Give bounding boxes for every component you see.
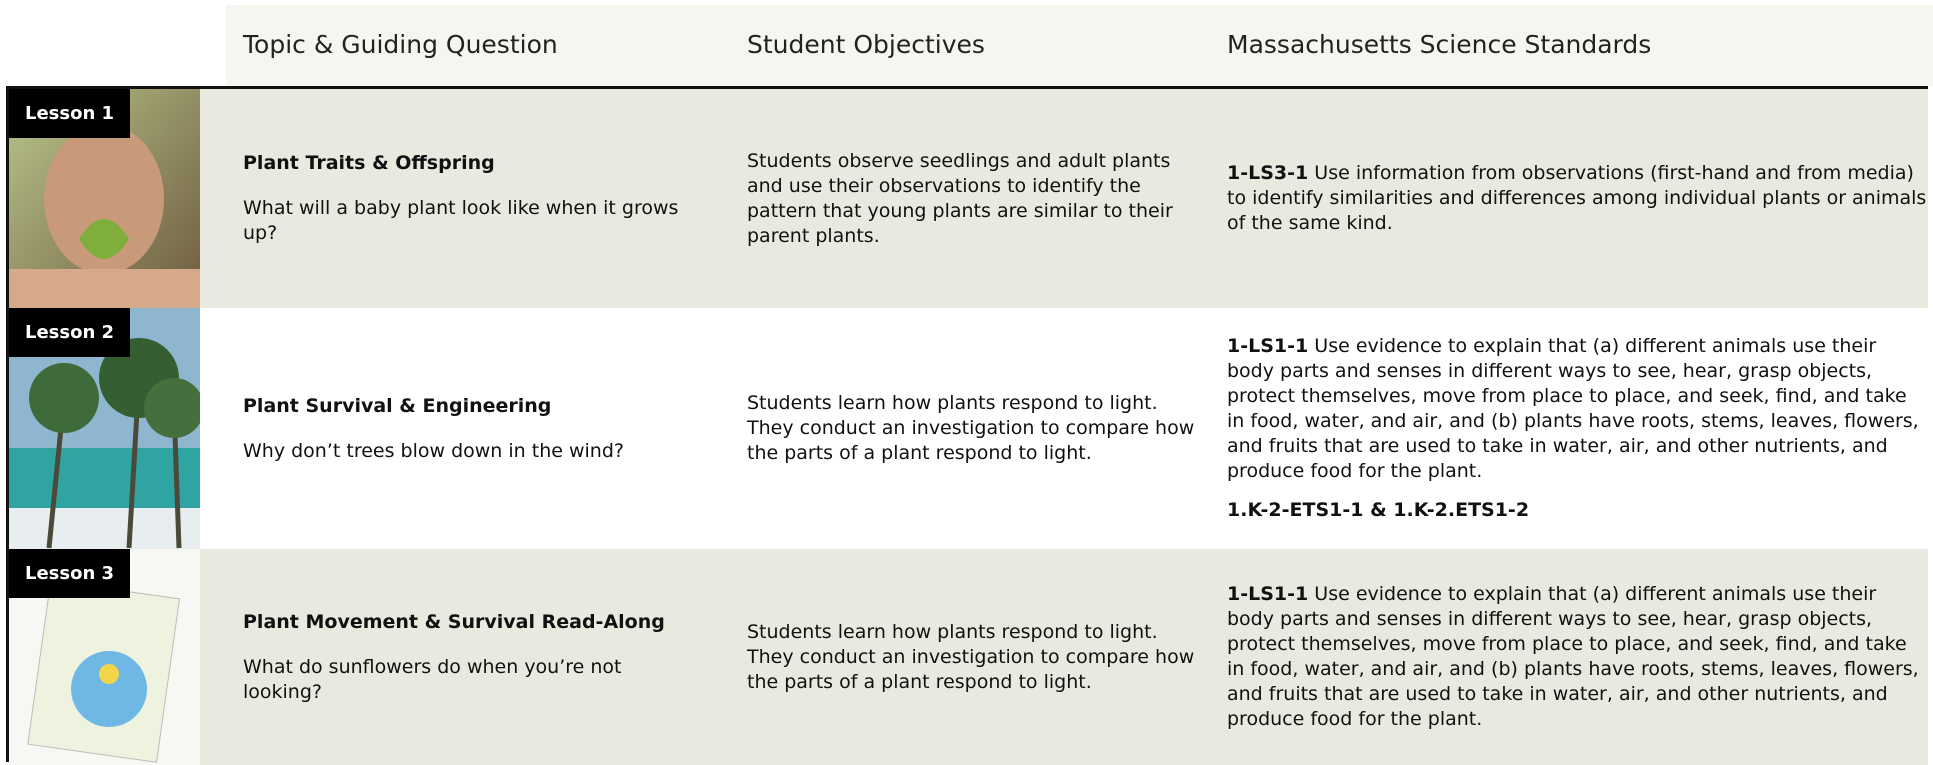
standard-code: 1-LS1-1: [1227, 583, 1309, 605]
topic: Plant Survival & Engineering: [243, 394, 552, 417]
objectives: Students learn how plants respond to lig…: [747, 392, 1195, 464]
column-header: Student Objectives: [747, 30, 985, 59]
lesson-label: Lesson 2: [9, 308, 131, 357]
objectives: Students learn how plants respond to lig…: [747, 620, 1195, 693]
topic-cell: Plant Traits & Offspring What will a baby…: [243, 89, 683, 308]
header: [226, 5, 1933, 86]
standard-text: Use evidence to explain that (a) differe…: [1227, 335, 1919, 482]
lesson-image: Lesson 2: [9, 308, 200, 549]
standard: 1-LS3-1 Use information from observation…: [1227, 161, 1927, 236]
standard: 1-LS1-1 Use evidence to explain that (a)…: [1227, 582, 1927, 732]
topic-cell: Plant Survival & Engineering Why don’t tr…: [243, 308, 683, 549]
topic: Plant Traits & Offspring: [243, 152, 495, 174]
lesson-label: Lesson 1: [9, 89, 131, 138]
lesson-row: Lesson 1 Plant Traits & Offspring What wil…: [9, 89, 1928, 308]
standard-code: 1-LS1-1: [1227, 335, 1309, 357]
lesson-label: Lesson 3: [9, 549, 131, 598]
standard-text: Use information from observations (first…: [1227, 162, 1927, 234]
lesson-image: Lesson 1: [9, 89, 200, 308]
topic-cell: Plant Movement & Survival Read-Along What…: [243, 549, 683, 765]
standards-cell: 1-LS3-1 Use information from observation…: [1227, 89, 1927, 308]
column-header: Topic & Guiding Question: [243, 30, 558, 59]
lesson-row: Lesson 2 Plant Survival & Engineering Why …: [9, 308, 1928, 549]
guiding-question: What do sunflowers do when you’re not lo…: [243, 655, 622, 703]
standards-cell: 1-LS1-1 Use evidence to explain that (a)…: [1227, 308, 1927, 549]
standard-code: 1.K-2-ETS1-1 & 1.K-2.ETS1-2: [1227, 499, 1530, 521]
objectives-cell: Students observe seedlings and adult pla…: [747, 89, 1197, 308]
table-body: Lesson 1 Plant Traits & Offspring What wil…: [6, 86, 1928, 765]
lesson-image: Lesson 3: [9, 549, 200, 765]
standards-cell: 1-LS1-1 Use evidence to explain that (a)…: [1227, 549, 1927, 765]
standard: 1.K-2-ETS1-1 & 1.K-2.ETS1-2: [1227, 498, 1927, 523]
lesson-row: Lesson 3 Plant Movement & Survival Read-A…: [9, 549, 1928, 765]
guiding-question: What will a baby plant look like when it…: [243, 197, 679, 244]
topic: Plant Movement & Survival Read-Along: [243, 610, 665, 633]
standard-code: 1-LS3-1: [1227, 162, 1309, 184]
column-header: Massachusetts Science Standards: [1227, 30, 1652, 59]
objectives-cell: Students learn how plants respond to lig…: [747, 549, 1197, 765]
objectives: Students observe seedlings and adult pla…: [747, 149, 1173, 247]
guiding-question: Why don’t trees blow down in the wind?: [243, 439, 624, 462]
standard: 1-LS1-1 Use evidence to explain that (a)…: [1227, 334, 1927, 484]
objectives-cell: Students learn how plants respond to lig…: [747, 308, 1197, 549]
standard-text: Use evidence to explain that (a) differe…: [1227, 583, 1919, 730]
